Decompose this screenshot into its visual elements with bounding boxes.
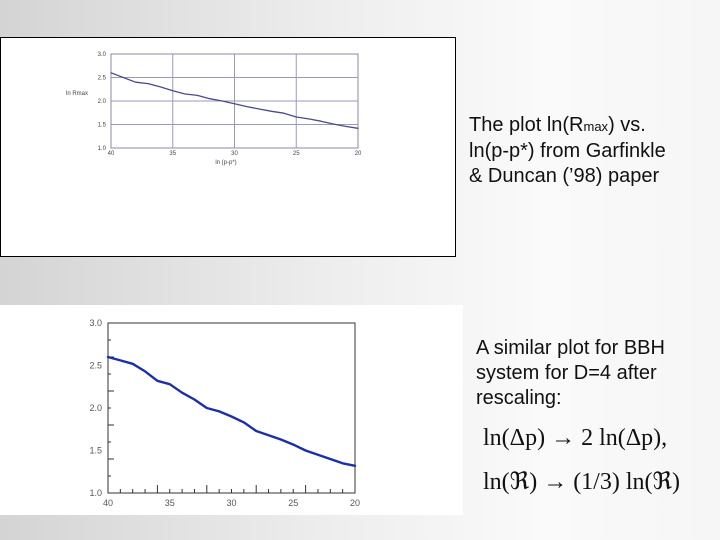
- top-chart-y-tick-label: 3.0: [98, 52, 107, 58]
- bottom-caption-line-3: rescaling:: [476, 387, 562, 409]
- bottom-chart-x-tick-label: 20: [350, 498, 360, 508]
- rescaling-formula-radius: ln(ℜ) → (1/3) ln(ℜ): [483, 469, 681, 495]
- top-caption: The plot ln(Rmax) vs. ln(p-p*) from Garf…: [469, 113, 714, 189]
- bottom-chart-y-tick-label: 3.0: [89, 318, 102, 328]
- bottom-caption-line-2: system for D=4 after: [476, 362, 657, 384]
- top-caption-subscript: max: [583, 119, 609, 134]
- bottom-chart-y-tick-label: 1.0: [89, 488, 102, 498]
- bottom-chart-y-tick-label: 2.0: [89, 403, 102, 413]
- top-caption-line-1-pre: The plot ln(R: [469, 114, 584, 136]
- bottom-chart-x-tick-label: 35: [165, 498, 175, 508]
- bottom-chart-x-tick-label: 40: [103, 498, 113, 508]
- bottom-chart-series-line-0: [106, 355, 357, 468]
- top-caption-line-1-post: ) vs.: [608, 114, 646, 136]
- bottom-caption-line-1: A similar plot for BBH: [476, 337, 665, 359]
- bottom-chart-y-tick-label: 2.5: [89, 361, 102, 371]
- top-chart-y-tick-label: 2.0: [98, 99, 107, 105]
- top-chart-y-tick-label: 2.5: [98, 76, 107, 82]
- rescaling-formula-delta-p: ln(Δp) → 2 ln(Δp),: [483, 425, 668, 451]
- top-chart-y-tick-label: 1.5: [98, 123, 107, 129]
- bottom-chart-x-tick-label: 25: [288, 498, 298, 508]
- top-chart: 40 35 30 25 20 1.0 1.5 2.0 2.5 3.0 ln Rmax ln (p-p*…: [66, 52, 362, 166]
- bottom-chart-y-tick-label: 1.5: [89, 446, 102, 456]
- bottom-figure-panel: 40 35 30 25 20 1.0 1.5 2.0 2.5 3.0: [0, 305, 463, 515]
- top-caption-line-2: ln(p-p*) from Garfinkle: [469, 140, 666, 162]
- top-chart-x-tick-label: 25: [293, 151, 300, 157]
- top-chart-y-tick-label: 1.0: [98, 146, 107, 152]
- bottom-caption: A similar plot for BBH system for D=4 af…: [476, 336, 716, 411]
- top-chart-x-axis-label: ln (p-p*): [215, 160, 236, 166]
- top-chart-x-tick-label: 35: [169, 151, 176, 157]
- top-figure-panel: 40 35 30 25 20 1.0 1.5 2.0 2.5 3.0 ln Rmax ln (p-p*…: [0, 37, 456, 257]
- bottom-chart-x-tick-label: 30: [226, 498, 236, 508]
- bottom-chart-plot-frame: [107, 322, 356, 494]
- top-chart-y-axis-label: ln Rmax: [66, 91, 88, 97]
- top-caption-line-3: & Duncan (’98) paper: [469, 165, 660, 187]
- top-chart-x-tick-label: 20: [355, 151, 362, 157]
- top-chart-x-tick-label: 40: [108, 151, 115, 157]
- top-caption-line-1: The plot ln(Rmax) vs.: [469, 113, 714, 139]
- top-chart-series-line-0: [110, 72, 359, 129]
- bottom-chart: 40 35 30 25 20 1.0 1.5 2.0 2.5 3.0: [89, 318, 360, 508]
- top-chart-x-tick-label: 30: [231, 151, 238, 157]
